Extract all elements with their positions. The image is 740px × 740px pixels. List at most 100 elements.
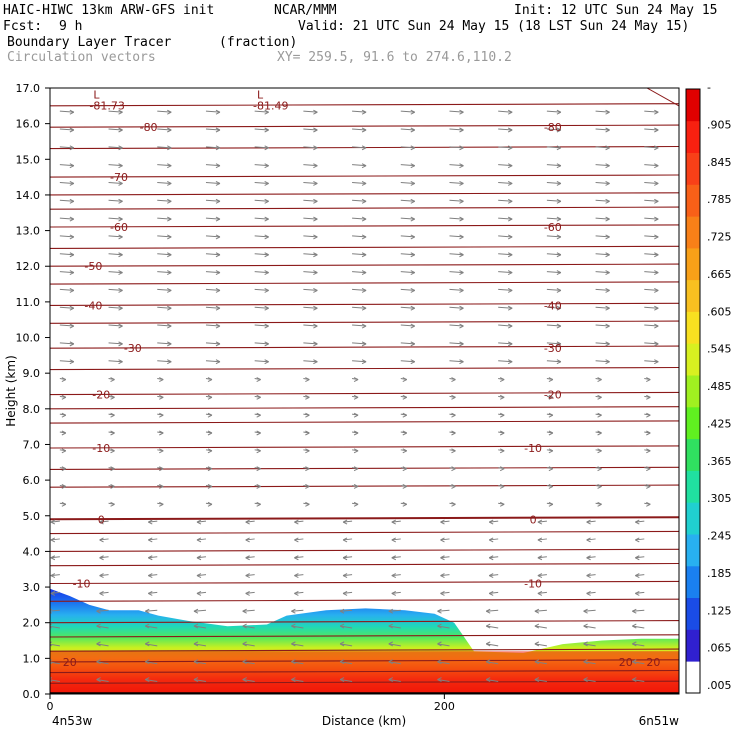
vector-shaft bbox=[148, 574, 158, 577]
vector-head bbox=[451, 394, 456, 400]
vector-shaft bbox=[50, 538, 60, 541]
wind-vector bbox=[59, 181, 75, 186]
wind-vector bbox=[400, 323, 416, 329]
colorbar-label: .065 bbox=[707, 642, 732, 655]
vector-shaft bbox=[99, 591, 109, 594]
vector-head bbox=[313, 359, 318, 365]
vector-shaft bbox=[291, 609, 304, 612]
wind-vector bbox=[449, 234, 464, 240]
vector-head bbox=[556, 109, 562, 115]
vector-shaft bbox=[303, 235, 318, 238]
wind-vector bbox=[108, 305, 123, 311]
vector-head bbox=[440, 590, 445, 596]
vector-shaft bbox=[595, 110, 610, 113]
wind-vector bbox=[245, 590, 255, 596]
vector-head bbox=[597, 484, 602, 489]
wind-vector bbox=[145, 641, 158, 647]
vector-shaft bbox=[400, 360, 415, 363]
vector-shaft bbox=[193, 661, 207, 665]
vector-shaft bbox=[96, 679, 109, 683]
vector-head bbox=[193, 623, 199, 629]
vector-shaft bbox=[352, 146, 367, 149]
vector-shaft bbox=[498, 235, 513, 238]
vector-head bbox=[148, 537, 153, 543]
wind-vector bbox=[342, 519, 353, 525]
vector-head bbox=[459, 287, 464, 293]
wind-vector bbox=[157, 287, 172, 293]
vector-shaft bbox=[546, 324, 561, 327]
wind-vector bbox=[595, 359, 610, 365]
wind-vector bbox=[254, 394, 261, 400]
vector-shaft bbox=[486, 643, 499, 647]
wind-vector bbox=[254, 127, 269, 133]
vector-shaft bbox=[400, 306, 415, 309]
vector-shaft bbox=[205, 128, 221, 131]
colorbar-swatch bbox=[686, 89, 700, 122]
wind-vector bbox=[157, 323, 172, 329]
contour-label: -40 bbox=[544, 299, 562, 312]
wind-vector bbox=[534, 677, 547, 683]
temperature-contour bbox=[50, 206, 679, 210]
vector-head bbox=[537, 519, 543, 525]
wind-vector bbox=[595, 377, 602, 382]
vector-head bbox=[556, 145, 562, 151]
vector-shaft bbox=[644, 217, 659, 220]
wind-vector bbox=[595, 448, 602, 454]
vector-shaft bbox=[586, 591, 596, 594]
wind-vector bbox=[303, 252, 318, 258]
vector-shaft bbox=[96, 609, 109, 612]
wind-vector bbox=[498, 484, 505, 489]
vector-shaft bbox=[59, 181, 74, 184]
vector-head bbox=[437, 641, 442, 647]
vector-shaft bbox=[486, 679, 499, 683]
vector-shaft bbox=[635, 591, 645, 594]
vector-head bbox=[215, 109, 221, 115]
wind-vector bbox=[303, 287, 318, 293]
vector-head bbox=[507, 109, 513, 115]
vector-shaft bbox=[546, 110, 561, 113]
vector-head bbox=[96, 608, 101, 614]
vector-shaft bbox=[242, 661, 255, 665]
vector-head bbox=[313, 145, 318, 151]
model-title: HAIC-HIWC 13km ARW-GFS init bbox=[3, 3, 215, 18]
vector-head bbox=[294, 519, 299, 525]
wind-vector bbox=[59, 412, 67, 418]
vector-head bbox=[215, 234, 221, 240]
wind-vector bbox=[342, 537, 353, 543]
vector-shaft bbox=[294, 574, 304, 577]
vector-head bbox=[159, 412, 164, 418]
vector-head bbox=[646, 466, 651, 472]
vector-head bbox=[556, 234, 562, 240]
vector-shaft bbox=[303, 217, 318, 220]
vector-head bbox=[110, 394, 115, 400]
vector-head bbox=[440, 537, 445, 543]
wind-vector bbox=[400, 109, 416, 115]
wind-vector bbox=[59, 109, 75, 115]
vector-shaft bbox=[352, 324, 367, 327]
vector-head bbox=[402, 448, 408, 454]
wind-vector bbox=[205, 412, 213, 418]
minimum-value: -81.73 bbox=[89, 100, 124, 113]
vector-head bbox=[605, 127, 610, 133]
vector-head bbox=[196, 519, 202, 525]
vector-head bbox=[193, 677, 199, 682]
vector-head bbox=[215, 341, 221, 347]
vector-head bbox=[605, 234, 610, 240]
wind-vector bbox=[157, 145, 172, 151]
wind-vector bbox=[644, 127, 659, 133]
vector-head bbox=[451, 466, 456, 472]
wind-vector bbox=[157, 359, 172, 365]
vector-shaft bbox=[644, 342, 659, 345]
wind-vector bbox=[145, 623, 158, 629]
wind-vector bbox=[59, 359, 75, 365]
vector-shaft bbox=[59, 128, 74, 131]
vector-head bbox=[264, 198, 269, 204]
wind-vector bbox=[254, 305, 269, 311]
vector-shaft bbox=[449, 146, 464, 149]
wind-vector bbox=[440, 519, 450, 525]
wind-vector bbox=[498, 341, 513, 347]
wind-vector bbox=[644, 448, 651, 454]
wind-vector bbox=[303, 216, 318, 222]
wind-vector bbox=[644, 377, 651, 382]
vector-shaft bbox=[50, 679, 60, 683]
